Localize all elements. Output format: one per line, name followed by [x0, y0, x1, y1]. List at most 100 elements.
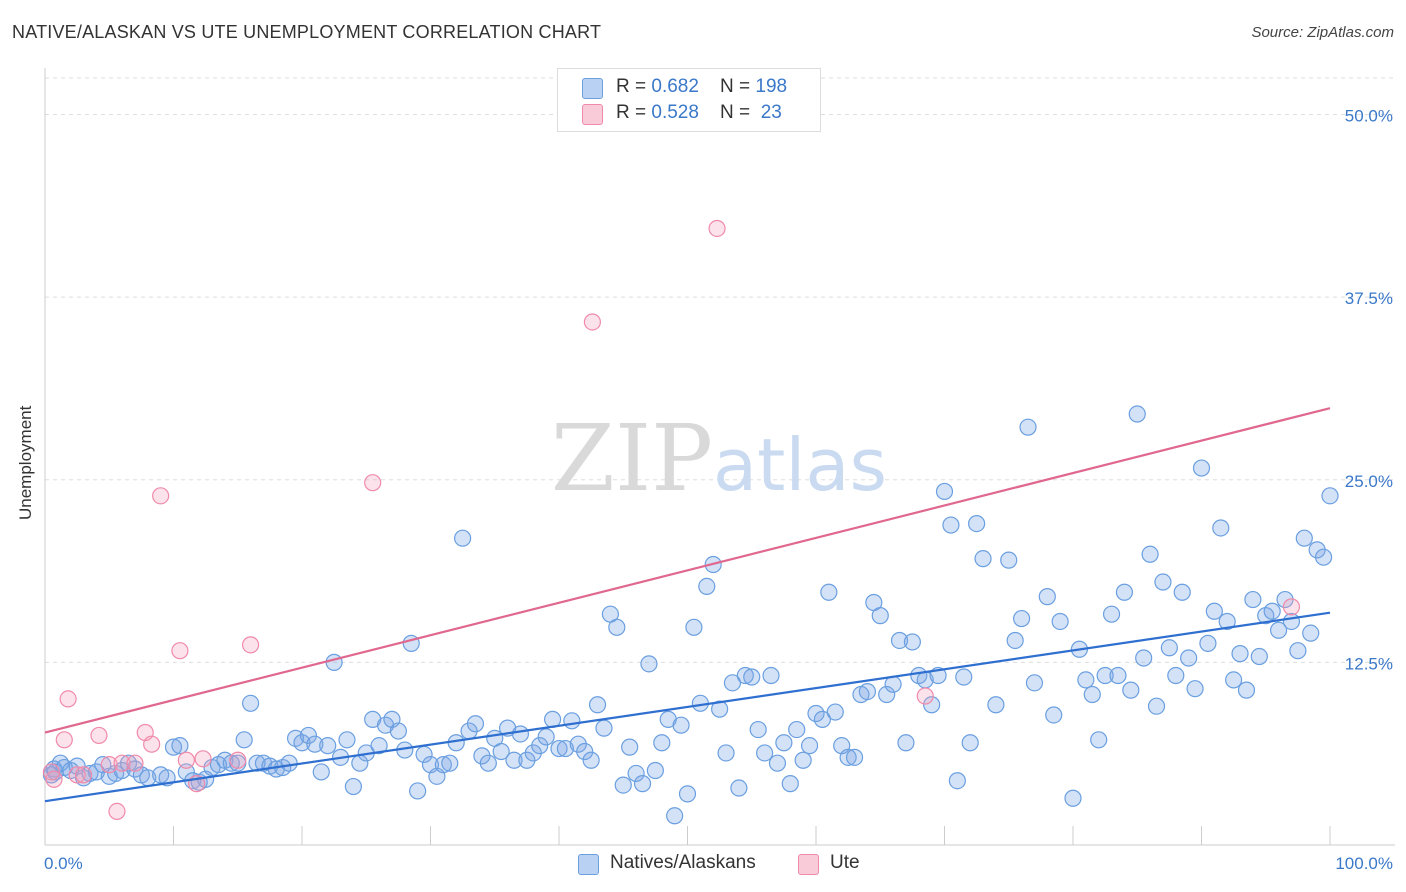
ute-point	[143, 735, 161, 753]
ute-point	[708, 219, 726, 238]
natives-point	[1096, 666, 1114, 685]
natives-point	[319, 737, 337, 755]
natives-point	[955, 668, 973, 686]
natives-point	[81, 764, 99, 783]
natives-point	[280, 754, 298, 772]
ute-point	[194, 750, 212, 768]
natives-point	[1263, 602, 1281, 620]
bottom-legend-ute: Ute	[798, 852, 878, 878]
grid-layer	[45, 77, 1395, 663]
natives-point	[1038, 588, 1056, 606]
bottom-legend-label-ute: Ute	[830, 852, 860, 873]
natives-point	[1160, 639, 1178, 657]
natives-point	[1147, 697, 1166, 715]
bottom-legend-natives: Natives/Alaskans	[578, 852, 778, 878]
natives-point	[1186, 680, 1204, 698]
natives-point	[1077, 671, 1095, 689]
natives-point	[505, 751, 523, 769]
natives-point	[344, 777, 362, 796]
natives-point	[1180, 649, 1198, 667]
y-tick-label: 50.0%	[1345, 107, 1393, 126]
ute-trend-line	[44, 407, 1331, 734]
ute-point	[74, 766, 93, 784]
natives-point	[897, 734, 915, 752]
x-tick-label-max: 100.0%	[1335, 854, 1393, 873]
y-axis-label-wrap: Unemployment	[16, 341, 36, 520]
natives-point	[1225, 671, 1243, 689]
natives-point	[1314, 548, 1333, 566]
natives-point	[890, 631, 909, 650]
natives-point	[242, 694, 260, 712]
natives-point	[961, 734, 979, 752]
watermark-atlas: atlas	[713, 423, 887, 507]
ute-point	[916, 687, 934, 705]
natives-point	[1064, 789, 1082, 807]
trend-lines	[44, 407, 1331, 803]
natives-point	[454, 529, 472, 547]
natives-point	[576, 742, 594, 761]
watermark: ZIP atlas	[551, 405, 887, 512]
natives-point	[389, 722, 407, 740]
natives-point	[492, 742, 510, 761]
watermark-zip: ZIP	[551, 405, 713, 512]
ute-point	[364, 474, 382, 492]
natives-point	[1212, 519, 1230, 537]
natives-point	[807, 704, 825, 723]
natives-point	[325, 653, 343, 671]
source-label: Source: ZipAtlas.com	[1251, 24, 1394, 41]
y-tick-label: 37.5%	[1345, 289, 1393, 308]
natives-point	[1154, 573, 1172, 591]
natives-point	[878, 685, 896, 704]
natives-point	[1167, 666, 1185, 685]
ute-point	[59, 690, 77, 708]
ute-point	[55, 731, 73, 749]
legend-r-value: 0.528	[651, 102, 699, 123]
natives-point	[685, 618, 703, 636]
legend-text-natives: R = 0.682 N = 198	[616, 76, 787, 98]
natives-point	[755, 744, 774, 762]
bottom-legend-swatch-ute	[798, 854, 819, 875]
natives-point	[537, 728, 555, 746]
natives-point	[441, 754, 459, 772]
natives-trend-line	[44, 611, 1331, 803]
natives-point	[119, 754, 138, 772]
natives-point	[511, 725, 530, 743]
natives-point	[1237, 681, 1256, 699]
ute-point	[100, 756, 118, 774]
natives-point	[1250, 647, 1268, 666]
natives-point	[1128, 405, 1146, 423]
natives-point	[1122, 681, 1140, 699]
natives-point	[646, 761, 664, 780]
natives-point	[1282, 612, 1301, 631]
natives-point	[1019, 418, 1037, 436]
ute-point	[108, 802, 126, 820]
ute-points	[42, 219, 1301, 820]
natives-point	[640, 655, 658, 673]
natives-point	[743, 668, 761, 686]
natives-point	[563, 712, 581, 730]
natives-point	[164, 738, 183, 756]
ute-point	[1282, 598, 1301, 616]
legend-r-label: R =	[616, 76, 652, 97]
natives-point	[730, 779, 748, 797]
natives-point	[948, 772, 966, 790]
natives-point	[1205, 602, 1223, 620]
natives-point	[935, 482, 954, 501]
natives-point	[942, 516, 960, 534]
natives-point	[820, 583, 838, 601]
natives-point	[588, 696, 607, 714]
natives-point	[1321, 487, 1339, 505]
natives-point	[781, 775, 799, 793]
natives-point	[1231, 645, 1249, 663]
natives-point	[556, 739, 575, 758]
natives-point	[235, 731, 253, 749]
natives-point	[1045, 706, 1063, 724]
natives-point	[1115, 583, 1134, 601]
natives-point	[1083, 685, 1101, 704]
natives-point	[768, 754, 787, 772]
bottom-legend-swatch-natives	[578, 854, 599, 875]
natives-point	[749, 720, 767, 739]
legend-n-label: N =	[720, 76, 756, 97]
y-tick-label: 25.0%	[1345, 472, 1393, 491]
